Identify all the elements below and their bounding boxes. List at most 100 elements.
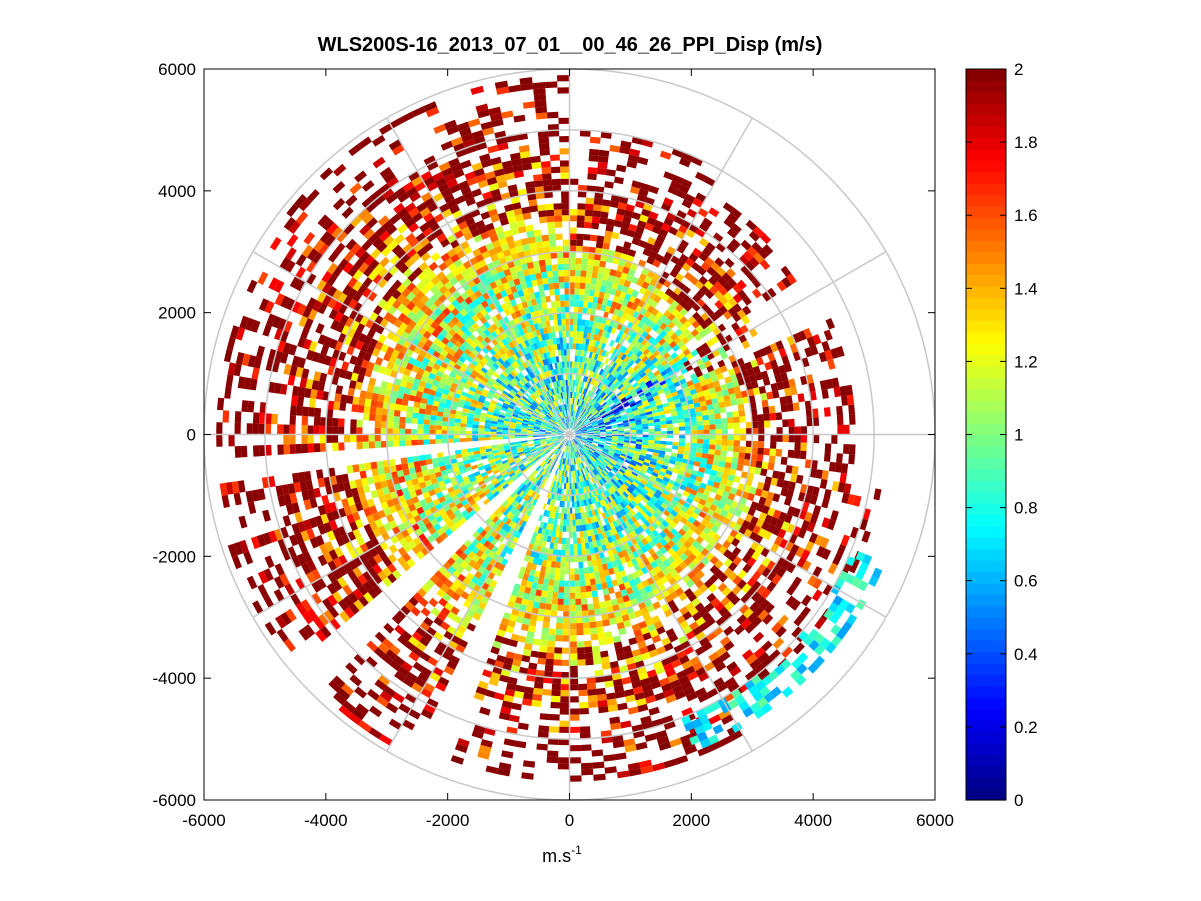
data-cell bbox=[551, 683, 561, 691]
data-cell bbox=[633, 450, 641, 455]
data-cell bbox=[606, 218, 616, 226]
data-cell bbox=[651, 495, 659, 502]
data-cell bbox=[601, 461, 607, 468]
data-cell bbox=[843, 444, 850, 454]
data-cell bbox=[587, 258, 595, 266]
data-cell bbox=[599, 410, 606, 416]
data-cell bbox=[595, 186, 605, 194]
data-cell bbox=[652, 452, 659, 457]
data-cell bbox=[550, 695, 561, 703]
data-cell bbox=[755, 460, 763, 469]
data-cell bbox=[873, 488, 882, 501]
data-cell bbox=[576, 419, 581, 425]
data-cell bbox=[697, 471, 705, 478]
data-cell bbox=[578, 567, 585, 575]
data-cell bbox=[575, 436, 582, 438]
data-cell bbox=[614, 270, 623, 279]
data-cell bbox=[583, 418, 589, 423]
data-cell bbox=[587, 432, 594, 434]
data-cell bbox=[561, 659, 570, 666]
data-cell bbox=[705, 308, 715, 317]
data-cell bbox=[545, 566, 551, 574]
data-cell bbox=[587, 438, 594, 441]
data-cell bbox=[679, 157, 691, 168]
data-cell bbox=[587, 450, 593, 455]
data-cell bbox=[619, 477, 626, 484]
data-cell bbox=[691, 393, 699, 400]
data-cell bbox=[709, 313, 719, 322]
data-cell bbox=[574, 300, 579, 307]
data-cell bbox=[630, 345, 637, 353]
data-cell bbox=[411, 429, 418, 435]
data-cell bbox=[545, 658, 554, 666]
data-cell bbox=[586, 439, 593, 442]
data-cell bbox=[374, 434, 381, 442]
data-cell bbox=[574, 568, 580, 575]
data-cell bbox=[684, 390, 692, 397]
data-cell bbox=[776, 280, 787, 292]
data-cell bbox=[576, 405, 579, 412]
data-cell bbox=[757, 414, 764, 422]
data-cell bbox=[612, 397, 619, 403]
data-cell bbox=[593, 412, 600, 417]
data-cell bbox=[596, 361, 602, 368]
data-cell bbox=[676, 189, 687, 200]
data-cell bbox=[660, 424, 667, 429]
data-cell bbox=[629, 148, 641, 157]
data-cell bbox=[797, 330, 807, 341]
data-cell bbox=[584, 646, 593, 654]
data-cell bbox=[632, 310, 640, 319]
data-cell bbox=[609, 403, 616, 409]
data-cell bbox=[664, 376, 672, 383]
data-cell bbox=[637, 156, 649, 166]
data-cell bbox=[587, 345, 592, 352]
data-cell bbox=[809, 494, 818, 505]
data-cell bbox=[634, 487, 642, 494]
data-cell bbox=[569, 318, 574, 325]
data-cell bbox=[604, 458, 610, 464]
data-cell bbox=[576, 331, 581, 338]
data-cell bbox=[633, 453, 640, 458]
data-cell bbox=[562, 623, 570, 630]
data-cell bbox=[594, 451, 600, 456]
data-cell bbox=[776, 381, 784, 391]
data-cell bbox=[758, 385, 767, 394]
data-cell bbox=[589, 578, 596, 586]
data-cell bbox=[796, 557, 807, 569]
data-cell bbox=[579, 414, 584, 420]
data-cell bbox=[592, 400, 597, 407]
data-cell bbox=[574, 586, 581, 593]
data-cell bbox=[582, 622, 590, 629]
data-cell bbox=[604, 407, 611, 412]
data-cell bbox=[778, 471, 786, 481]
data-cell bbox=[791, 576, 802, 588]
data-cell bbox=[643, 310, 652, 319]
data-cell bbox=[686, 208, 698, 219]
data-cell bbox=[587, 301, 593, 309]
data-cell bbox=[772, 366, 781, 376]
data-cell bbox=[762, 406, 770, 415]
data-cell bbox=[587, 404, 592, 411]
data-cell bbox=[577, 420, 582, 426]
data-cell bbox=[559, 568, 565, 575]
data-cell bbox=[587, 688, 597, 696]
data-cell bbox=[569, 263, 576, 271]
data-cell bbox=[620, 387, 628, 394]
data-cell bbox=[790, 544, 800, 555]
data-cell bbox=[574, 288, 580, 295]
data-cell bbox=[654, 443, 661, 448]
data-cell bbox=[685, 497, 694, 505]
data-cell bbox=[763, 413, 770, 421]
data-cell bbox=[639, 394, 647, 400]
data-cell bbox=[642, 461, 650, 467]
data-cell bbox=[696, 298, 706, 308]
data-cell bbox=[581, 430, 588, 432]
data-cell bbox=[594, 253, 602, 261]
data-cell bbox=[658, 450, 666, 455]
data-cell bbox=[633, 414, 641, 419]
data-cell bbox=[603, 311, 609, 319]
data-cell bbox=[760, 588, 772, 599]
data-cell bbox=[745, 421, 753, 429]
data-cell bbox=[577, 405, 581, 412]
data-cell bbox=[650, 486, 658, 493]
